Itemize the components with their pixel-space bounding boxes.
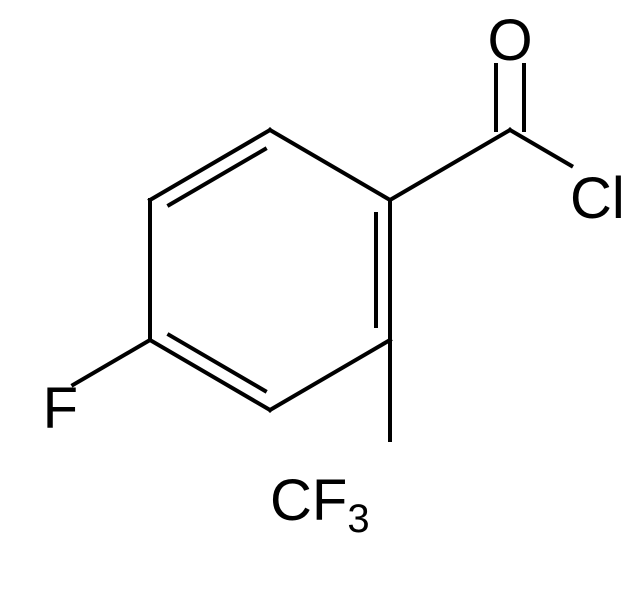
- molecule-diagram: O Cl F CF3: [0, 0, 640, 614]
- atom-label-cf10: CF3: [270, 468, 370, 541]
- atom-label-o8: O: [487, 8, 532, 73]
- atom-label-cl9: Cl: [570, 166, 625, 231]
- atom-label-f11: F: [43, 376, 78, 441]
